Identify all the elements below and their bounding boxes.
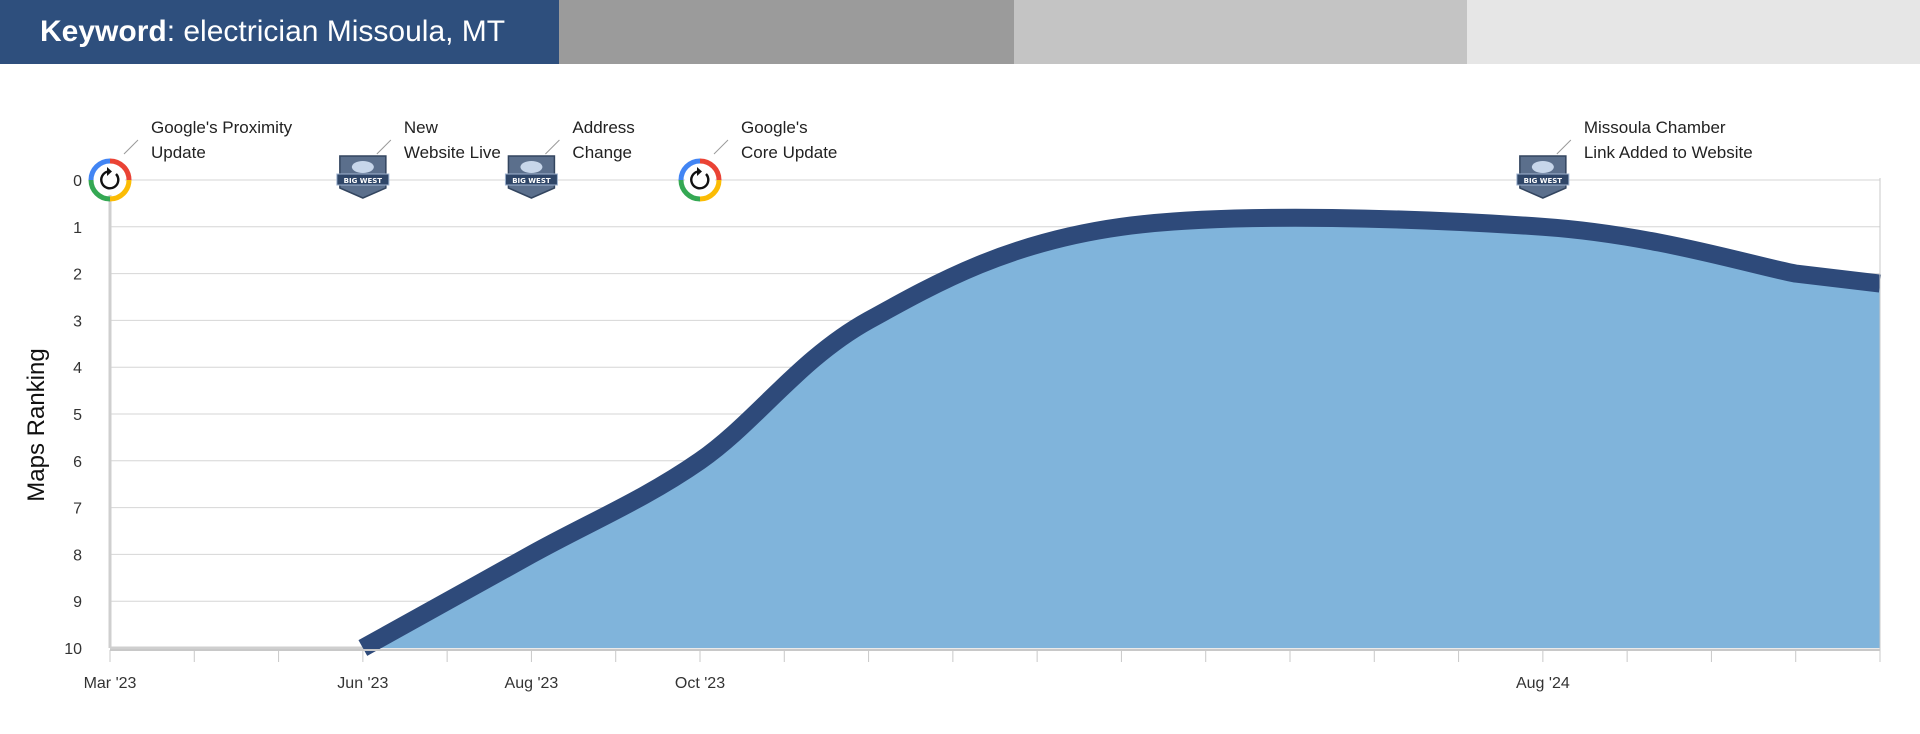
annotation-leader: [376, 139, 392, 155]
y-tick-label: 3: [73, 313, 82, 330]
annotation-label: Google's Proximity: [151, 118, 293, 137]
annotation-label: Update: [151, 143, 206, 162]
keyword-label: Keyword: [40, 15, 167, 48]
google-update-icon: [88, 158, 132, 202]
x-tick-label: Jun '23: [337, 675, 388, 692]
y-tick-label: 5: [73, 407, 82, 424]
y-tick-label: 4: [73, 360, 82, 377]
header-bar: Keyword: electrician Missoula, MT: [0, 0, 1920, 64]
annotation: BIG WEST Address Change: [504, 118, 635, 199]
annotation: BIG WEST New Website Live: [336, 118, 501, 199]
annotation-label: Change: [572, 143, 632, 162]
keyword-segment: [0, 0, 559, 64]
annotation-label: Address: [572, 118, 634, 137]
annotation-label: Core Update: [741, 143, 837, 162]
keyword-value: : electrician Missoula, MT: [166, 15, 506, 48]
badge-text: BIG WEST: [344, 177, 383, 185]
series-line: [358, 208, 1882, 656]
series-area-fill: [362, 217, 1880, 648]
annotation-leader: [1556, 139, 1572, 155]
big-west-badge-icon: BIG WEST: [336, 155, 390, 199]
annotation: Google's Proximity Update: [88, 118, 293, 202]
annotation-leader: [713, 139, 729, 155]
y-tick-label: 8: [73, 547, 82, 564]
y-tick-label: 6: [73, 454, 82, 471]
header-segment-4: [1467, 0, 1920, 64]
annotation-label: Website Live: [404, 143, 501, 162]
y-tick-label: 7: [73, 501, 82, 518]
annotation-leader: [123, 139, 139, 155]
annotation-label: Link Added to Website: [1584, 143, 1753, 162]
badge-text: BIG WEST: [1524, 177, 1563, 185]
x-tick-label: Mar '23: [84, 675, 137, 692]
badge-text: BIG WEST: [512, 177, 551, 185]
annotation: Google's Core Update: [678, 118, 837, 202]
annotations: Google's Proximity Update BIG WEST New Websi…: [88, 118, 1753, 202]
annotation-label: Google's: [741, 118, 808, 137]
big-west-badge-icon: BIG WEST: [504, 155, 558, 199]
y-tick-label: 0: [73, 173, 82, 190]
x-tick-label: Aug '24: [1516, 675, 1570, 692]
annotation-leader: [545, 139, 560, 155]
y-tick-label: 2: [73, 267, 82, 284]
annotation-label: Missoula Chamber: [1584, 118, 1726, 137]
header-segment-3: [1014, 0, 1467, 64]
series-area: [110, 208, 1882, 656]
annotation-label: New: [404, 118, 439, 137]
keyword-title: Keyword: electrician Missoula, MT: [40, 15, 505, 49]
google-update-icon: [678, 158, 722, 202]
big-west-badge-icon: BIG WEST: [1516, 155, 1570, 199]
y-axis-label: Maps Ranking: [23, 348, 50, 501]
y-tick-label: 9: [73, 594, 82, 611]
annotation: BIG WEST Missoula Chamber Link Added to We…: [1516, 118, 1753, 199]
x-tick-label: Oct '23: [675, 675, 725, 692]
header-segment-2: [559, 0, 1014, 64]
y-tick-label: 10: [64, 641, 82, 658]
x-tick-label: Aug '23: [505, 675, 559, 692]
y-tick-label: 1: [73, 220, 82, 237]
